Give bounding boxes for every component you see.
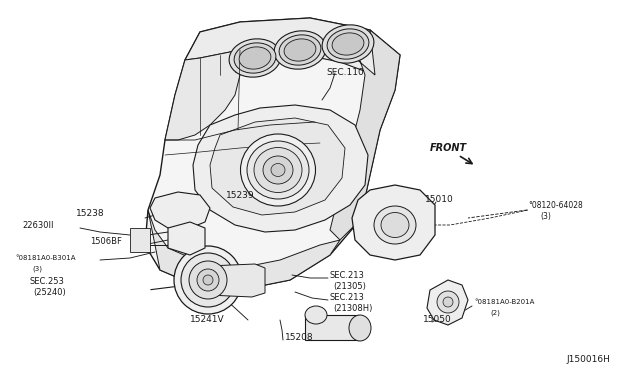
- Ellipse shape: [197, 269, 219, 291]
- Polygon shape: [168, 222, 205, 255]
- Text: °08181A0-B301A: °08181A0-B301A: [15, 255, 76, 261]
- Text: (25240): (25240): [33, 289, 66, 298]
- Ellipse shape: [203, 275, 213, 285]
- Ellipse shape: [322, 25, 374, 63]
- Ellipse shape: [349, 315, 371, 341]
- Ellipse shape: [279, 35, 321, 65]
- Polygon shape: [427, 280, 468, 325]
- Ellipse shape: [189, 261, 227, 299]
- Text: °08120-64028: °08120-64028: [528, 201, 583, 209]
- Ellipse shape: [234, 43, 276, 73]
- Text: 15010: 15010: [425, 196, 454, 205]
- Text: °08181A0-B201A: °08181A0-B201A: [474, 299, 534, 305]
- Ellipse shape: [254, 148, 302, 192]
- Ellipse shape: [381, 212, 409, 237]
- Ellipse shape: [284, 39, 316, 61]
- Polygon shape: [305, 315, 360, 340]
- Polygon shape: [148, 210, 340, 290]
- Ellipse shape: [327, 29, 369, 59]
- Polygon shape: [130, 228, 150, 252]
- Polygon shape: [208, 264, 265, 297]
- Ellipse shape: [174, 246, 242, 314]
- Polygon shape: [165, 50, 240, 140]
- Text: (21305): (21305): [333, 282, 366, 291]
- Text: (2): (2): [490, 310, 500, 316]
- Ellipse shape: [181, 253, 235, 307]
- Ellipse shape: [229, 39, 281, 77]
- Text: 15208: 15208: [285, 334, 314, 343]
- Text: 15239: 15239: [226, 192, 255, 201]
- Polygon shape: [150, 192, 210, 228]
- Ellipse shape: [437, 291, 459, 313]
- Polygon shape: [193, 105, 368, 232]
- Text: SEC.253: SEC.253: [30, 278, 65, 286]
- Ellipse shape: [443, 297, 453, 307]
- Polygon shape: [145, 18, 400, 290]
- Text: SEC.213: SEC.213: [330, 294, 365, 302]
- Polygon shape: [210, 118, 345, 215]
- Text: (21308H): (21308H): [333, 305, 372, 314]
- Text: 1506BF: 1506BF: [90, 237, 122, 247]
- Ellipse shape: [263, 156, 293, 184]
- Text: SEC.213: SEC.213: [330, 270, 365, 279]
- Polygon shape: [330, 30, 400, 240]
- Ellipse shape: [271, 164, 285, 176]
- Text: 15238: 15238: [76, 208, 104, 218]
- Ellipse shape: [332, 33, 364, 55]
- Text: 22630II: 22630II: [22, 221, 54, 230]
- Polygon shape: [352, 185, 435, 260]
- Ellipse shape: [247, 141, 309, 199]
- Text: FRONT: FRONT: [430, 143, 467, 153]
- Ellipse shape: [305, 306, 327, 324]
- Ellipse shape: [274, 31, 326, 69]
- Text: (3): (3): [540, 212, 551, 221]
- Ellipse shape: [241, 134, 316, 206]
- Ellipse shape: [374, 206, 416, 244]
- Text: 15050: 15050: [423, 315, 452, 324]
- Text: SEC.110: SEC.110: [326, 68, 364, 77]
- Ellipse shape: [239, 47, 271, 69]
- Text: 15241V: 15241V: [190, 315, 225, 324]
- Polygon shape: [185, 18, 380, 75]
- Text: J150016H: J150016H: [566, 356, 610, 365]
- Text: (3): (3): [32, 266, 42, 272]
